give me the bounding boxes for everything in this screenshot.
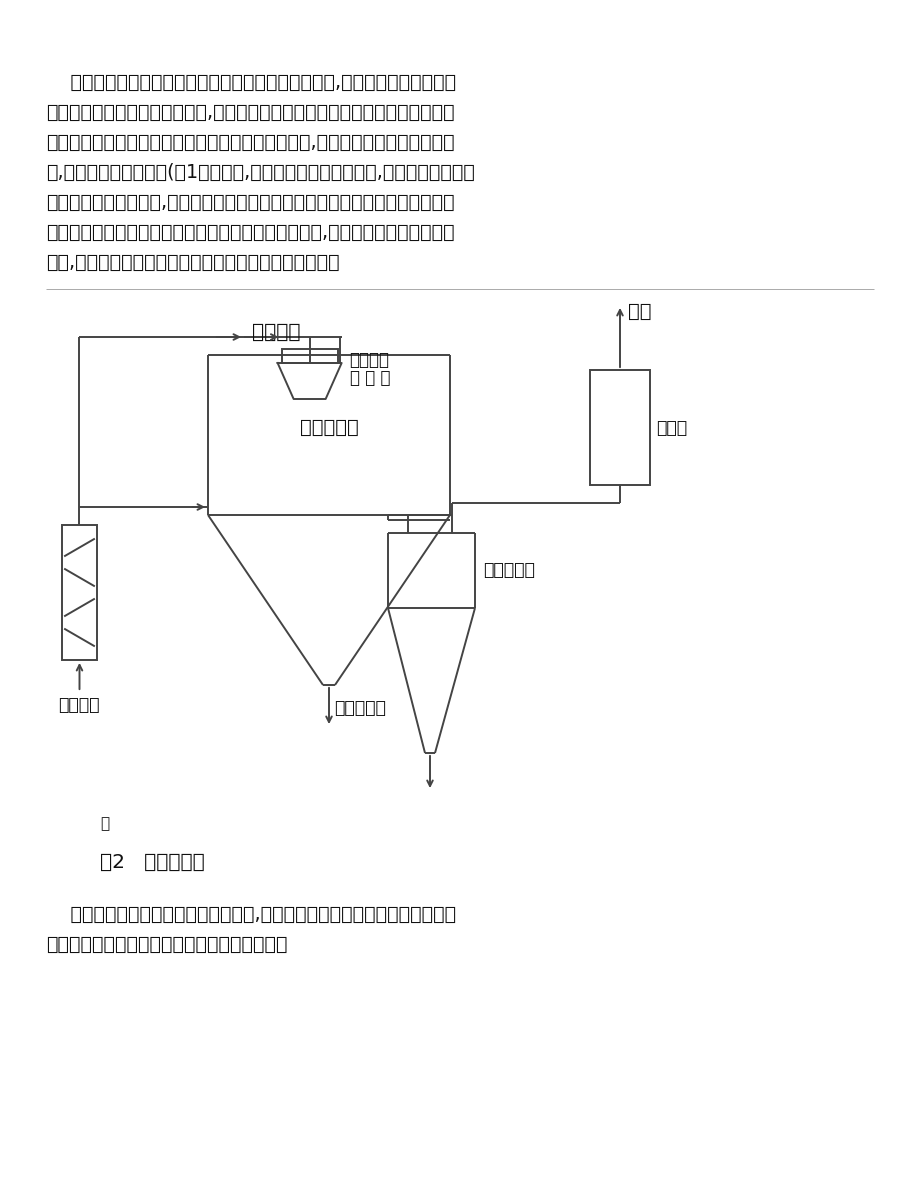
Text: 在干燥室内进行热交换。由于喷雾形成的料滴非常小,这就提供了相当大的换热面: 在干燥室内进行热交换。由于喷雾形成的料滴非常小,这就提供了相当大的换热面 — [46, 133, 454, 152]
Text: 可泵进料: 可泵进料 — [252, 323, 301, 342]
Text: 和通过旋风分离器回收,最后空气经湿洁空气洗涤器进行洗涤。这是为食品加工而: 和通过旋风分离器回收,最后空气经湿洁空气洗涤器进行洗涤。这是为食品加工而 — [46, 193, 454, 212]
Text: 。: 。 — [100, 816, 109, 831]
Text: 外界空气: 外界空气 — [58, 696, 99, 713]
Bar — [281, 349, 337, 363]
Text: 低温,同时还要求安装用来回收排出空气余热的热回收装置: 低温,同时还要求安装用来回收排出空气余热的热回收装置 — [46, 252, 339, 272]
Text: 图2   喷雾干燥器: 图2 喷雾干燥器 — [100, 853, 205, 872]
Text: 积,使蒸发过程迅速进行(图1。干燥后,悬浮在空气中的产品微粒,可以在干燥室底部: 积,使蒸发过程迅速进行(图1。干燥后,悬浮在空气中的产品微粒,可以在干燥室底部 — [46, 163, 474, 182]
Text: 喷雾干燥室: 喷雾干燥室 — [300, 418, 358, 436]
Text: 雾化空气: 雾化空气 — [349, 351, 390, 369]
Text: 粉末状食品: 粉末状食品 — [334, 699, 385, 717]
Bar — [589, 370, 650, 485]
Text: 燥一起都适用于食品干燥。食品喷雾干燥有以下: 燥一起都适用于食品干燥。食品喷雾干燥有以下 — [46, 935, 288, 954]
Text: 喷雾干燥是悬浮颗粒干燥的一个分支,与流体床干燥、急骤干燥和喷雾凝聚干: 喷雾干燥是悬浮颗粒干燥的一个分支,与流体床干燥、急骤干燥和喷雾凝聚干 — [46, 905, 456, 924]
Text: 旋风分离器: 旋风分离器 — [482, 561, 534, 580]
Text: 排空: 排空 — [628, 303, 651, 322]
Bar — [62, 525, 96, 660]
Text: 专门设计的。食品干燥通常要求增加干燥器的总热效率,控制入口干燥温度为中、: 专门设计的。食品干燥通常要求增加干燥器的总热效率,控制入口干燥温度为中、 — [46, 223, 454, 242]
Text: 除尘器: 除尘器 — [655, 418, 686, 436]
Text: 用来喷雾干燥的食品可以是溶液、浆料或糊状的物料,但必须是可用泵抽送的: 用来喷雾干燥的食品可以是溶液、浆料或糊状的物料,但必须是可用泵抽送的 — [46, 73, 456, 92]
Text: 。物料在进入干燥室前先要雾化,雾化后的物料与来自空气分布器的高温干燥空气: 。物料在进入干燥室前先要雾化,雾化后的物料与来自空气分布器的高温干燥空气 — [46, 102, 454, 121]
Text: 分 散 器: 分 散 器 — [349, 369, 390, 387]
